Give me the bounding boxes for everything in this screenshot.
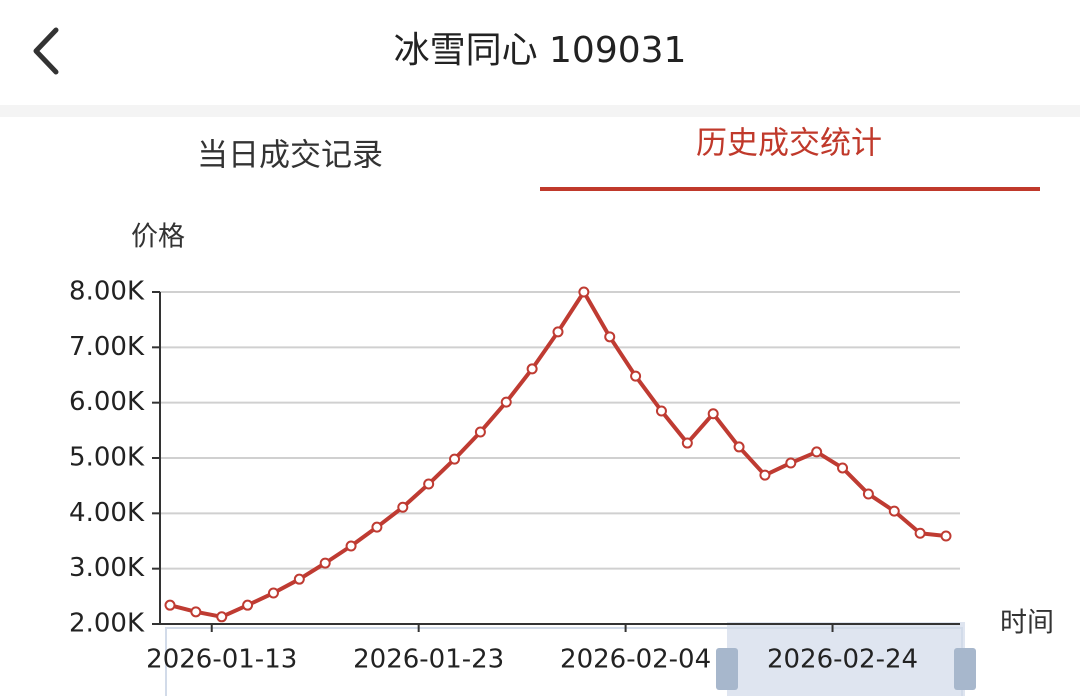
data-point [526,363,538,375]
data-point [604,331,616,343]
data-point [397,501,409,513]
y-axis-title: 价格 [131,222,185,253]
data-point [733,441,745,453]
data-point [319,557,331,569]
y-tick-label: 7.00K [69,332,145,362]
tab[interactable]: 当日成交记录 [197,138,383,174]
y-tick-label: 6.00K [69,387,145,417]
data-point [190,606,202,618]
header-title: 冰雪同心 109031 [394,30,687,71]
y-tick-label: 5.00K [69,443,145,473]
data-point [371,521,383,533]
data-point [888,505,900,517]
zoom-handle[interactable] [954,648,976,690]
x-tick-label: 2026-02-24 [767,645,918,675]
back-button[interactable] [33,27,59,75]
data-point [655,405,667,417]
data-point [811,446,823,458]
header-bar [0,0,1080,105]
data-point [474,426,486,438]
tab-active[interactable]: 历史成交统计 [696,126,882,162]
data-point [500,396,512,408]
data-point [914,527,926,539]
x-tick-label: 2026-01-13 [146,645,297,675]
x-tick-label: 2026-01-23 [353,645,504,675]
data-point [449,453,461,465]
separator [0,105,1080,117]
data-point [837,462,849,474]
y-tick-label: 3.00K [69,553,145,583]
data-point [940,530,952,542]
data-point [423,478,435,490]
y-tick-label: 8.00K [69,277,145,307]
data-point [164,599,176,611]
data-point [293,573,305,585]
data-point [267,587,279,599]
data-point [345,540,357,552]
data-point [681,437,693,449]
tab-underline [540,187,1040,191]
zoom-window[interactable] [727,622,965,696]
data-point [862,488,874,500]
data-point [630,370,642,382]
data-point [242,599,254,611]
y-tick-label: 2.00K [69,609,145,639]
data-point [552,326,564,338]
zoom-handle[interactable] [716,648,738,690]
data-point [216,611,228,623]
data-point [759,469,771,481]
y-tick-label: 4.00K [69,498,145,528]
x-tick-label: 2026-02-04 [560,645,711,675]
data-point [785,457,797,469]
data-point [578,286,590,298]
data-point [707,408,719,420]
x-axis-title: 时间 [1000,608,1054,639]
